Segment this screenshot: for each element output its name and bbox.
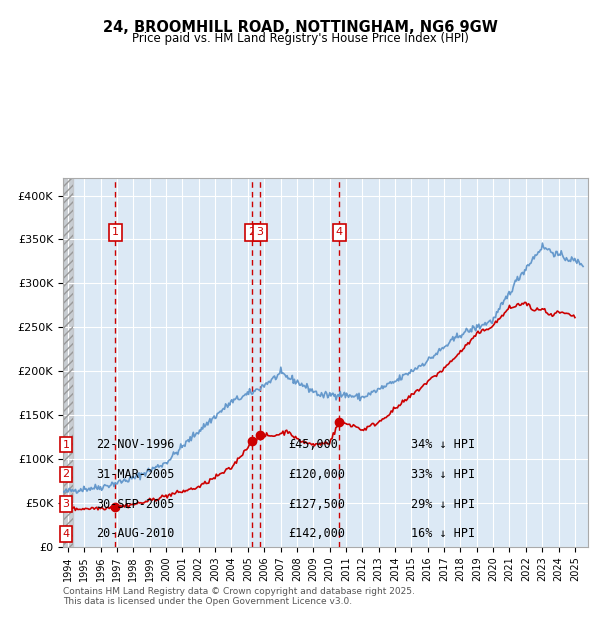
Text: 2: 2 — [248, 228, 256, 237]
Text: 1: 1 — [112, 228, 119, 237]
Text: 3: 3 — [257, 228, 263, 237]
Text: Price paid vs. HM Land Registry's House Price Index (HPI): Price paid vs. HM Land Registry's House … — [131, 32, 469, 45]
Text: 33% ↓ HPI: 33% ↓ HPI — [411, 468, 475, 481]
Text: 4: 4 — [62, 529, 70, 539]
Text: 16% ↓ HPI: 16% ↓ HPI — [411, 528, 475, 540]
Text: £45,000: £45,000 — [288, 438, 338, 451]
Text: 31-MAR-2005: 31-MAR-2005 — [96, 468, 175, 481]
Text: 22-NOV-1996: 22-NOV-1996 — [96, 438, 175, 451]
Text: 3: 3 — [62, 499, 70, 509]
Text: £142,000: £142,000 — [288, 528, 345, 540]
Text: £120,000: £120,000 — [288, 468, 345, 481]
Bar — [63, 178, 73, 547]
Text: 20-AUG-2010: 20-AUG-2010 — [96, 528, 175, 540]
Text: 24, BROOMHILL ROAD, NOTTINGHAM, NG6 9GW: 24, BROOMHILL ROAD, NOTTINGHAM, NG6 9GW — [103, 20, 497, 35]
Text: 4: 4 — [336, 228, 343, 237]
Text: 29% ↓ HPI: 29% ↓ HPI — [411, 498, 475, 510]
Text: 34% ↓ HPI: 34% ↓ HPI — [411, 438, 475, 451]
Text: 2: 2 — [62, 469, 70, 479]
Text: £127,500: £127,500 — [288, 498, 345, 510]
Text: 30-SEP-2005: 30-SEP-2005 — [96, 498, 175, 510]
Text: Contains HM Land Registry data © Crown copyright and database right 2025.
This d: Contains HM Land Registry data © Crown c… — [63, 587, 415, 606]
Bar — [63, 178, 73, 547]
Text: 1: 1 — [62, 440, 70, 450]
